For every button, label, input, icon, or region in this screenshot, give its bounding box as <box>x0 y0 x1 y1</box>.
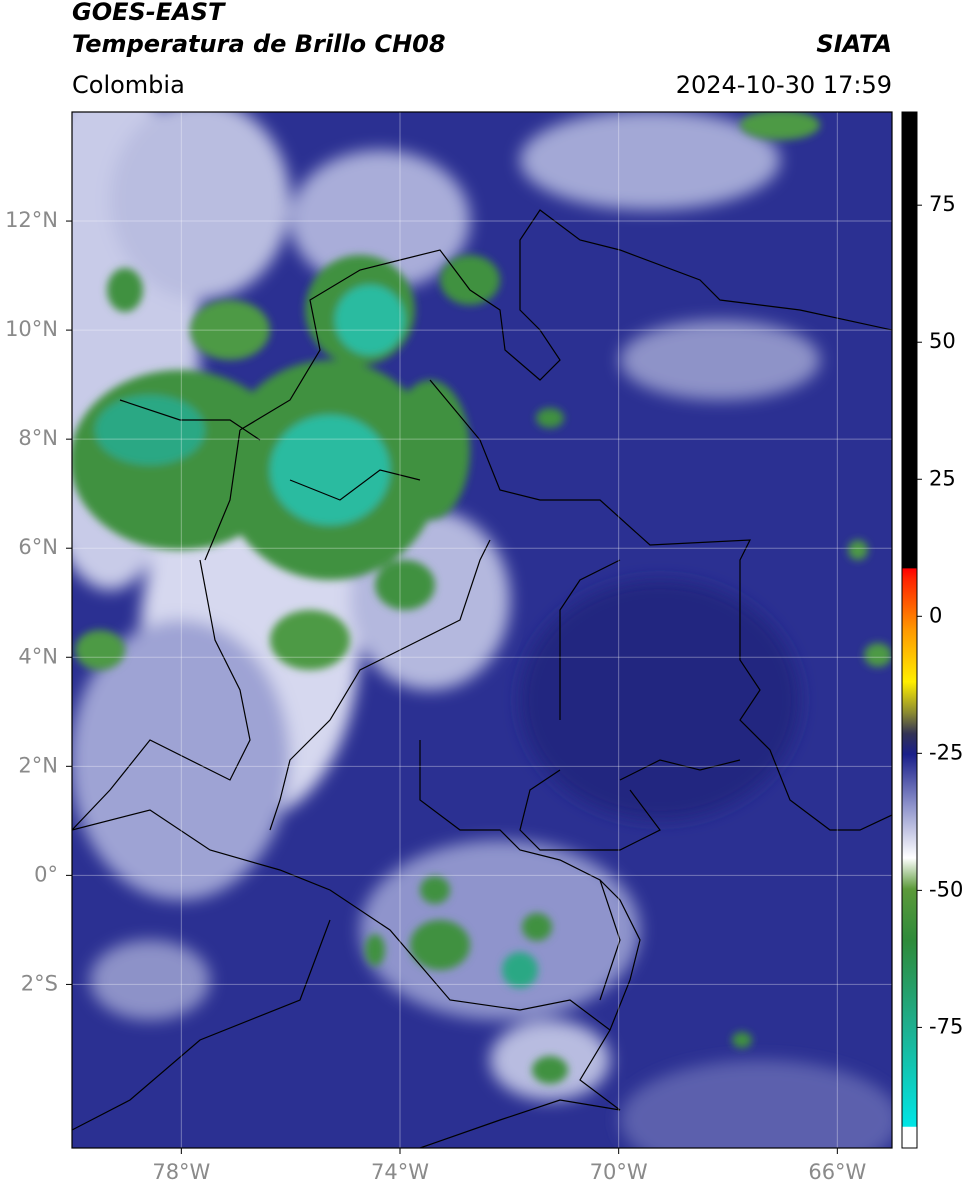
y-tick-label: 2°N <box>18 753 58 777</box>
colorbar-tick-label: -25 <box>929 740 963 764</box>
x-tick-label: 78°W <box>152 1160 210 1184</box>
region: Colombia <box>72 71 185 99</box>
convective-cells <box>72 112 892 1084</box>
y-tick-label: 0° <box>34 862 58 886</box>
colorbar-tick-label: -75 <box>929 1014 963 1038</box>
timestamp: 2024-10-30 17:59 <box>676 71 892 99</box>
y-tick-label: 6°N <box>18 535 58 559</box>
colorbar-tick-label: 50 <box>929 329 956 353</box>
colorbar <box>901 111 918 1149</box>
y-tick-label: 2°S <box>21 971 58 995</box>
source: SIATA <box>816 30 892 58</box>
x-tick-label: 70°W <box>590 1160 648 1184</box>
cloud-field <box>72 112 892 1148</box>
map-frame <box>71 111 893 1149</box>
colorbar-tick-label: 25 <box>929 466 956 490</box>
x-tick-label: 74°W <box>371 1160 429 1184</box>
x-tick-label: 66°W <box>808 1160 866 1184</box>
colorbar-tick-label: 75 <box>929 192 956 216</box>
subtitle: Temperatura de Brillo CH08 <box>72 30 446 58</box>
y-tick-label: 8°N <box>18 426 58 450</box>
colorbar-tick-label: 0 <box>929 603 942 627</box>
y-tick-label: 10°N <box>5 317 58 341</box>
y-tick-label: 12°N <box>5 208 58 232</box>
y-tick-label: 4°N <box>18 644 58 668</box>
satellite-image <box>72 112 892 1148</box>
boundaries <box>72 209 892 1148</box>
title: GOES-EAST <box>72 0 226 26</box>
grid <box>72 112 892 1148</box>
colorbar-tick-label: -50 <box>929 877 963 901</box>
